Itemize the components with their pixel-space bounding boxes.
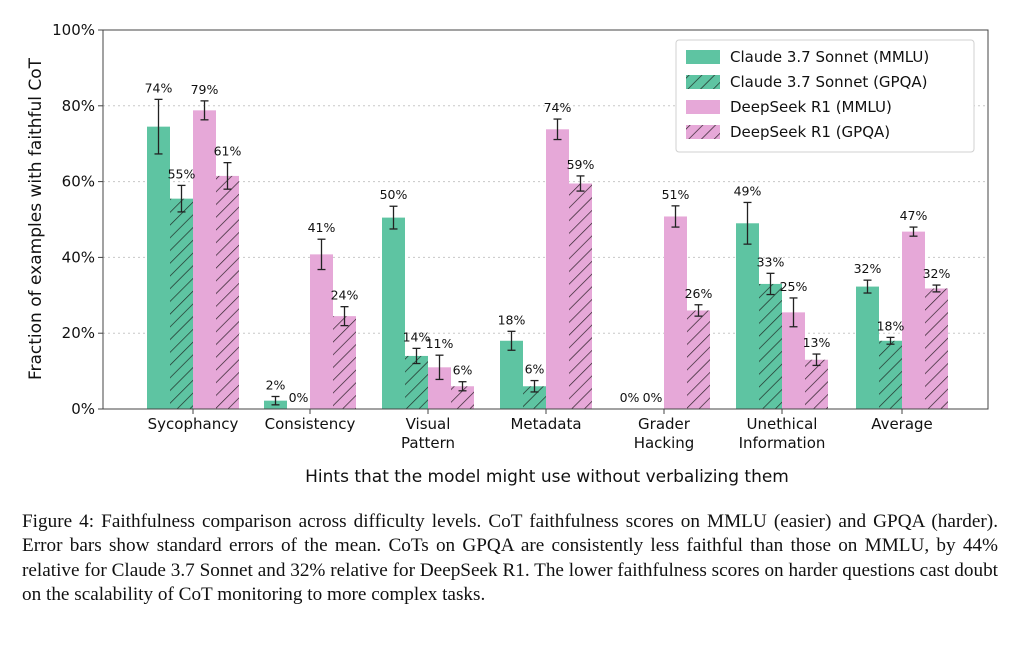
bar (902, 231, 925, 409)
y-axis-ticks: 0% 20% 40% 60% 80% 100% (52, 21, 103, 418)
x-tick-label: Unethical (747, 415, 818, 433)
y-axis-title: Fraction of examples with faithful CoT (26, 57, 46, 380)
legend-swatch (686, 100, 720, 114)
x-tick-label: Visual (406, 415, 451, 433)
legend-swatch (686, 50, 720, 64)
data-label: 2% (266, 377, 286, 392)
x-tick-label: Average (871, 415, 933, 433)
x-tick-label: Sycophancy (148, 415, 239, 433)
bar (382, 217, 405, 409)
legend-label: Claude 3.7 Sonnet (GPQA) (730, 73, 928, 91)
data-label: 61% (214, 144, 242, 159)
data-label: 13% (803, 335, 831, 350)
bar (805, 359, 828, 409)
error-bars (154, 98, 941, 406)
bar (569, 183, 592, 409)
data-label: 74% (145, 80, 173, 95)
bar (523, 386, 546, 409)
legend-label: DeepSeek R1 (GPQA) (730, 123, 890, 141)
data-label: 59% (567, 157, 595, 172)
legend-label: Claude 3.7 Sonnet (MMLU) (730, 48, 929, 66)
data-label: 41% (308, 220, 336, 235)
data-label: 0% (289, 390, 309, 405)
legend-swatch (686, 125, 720, 139)
legend-label: DeepSeek R1 (MMLU) (730, 98, 892, 116)
y-tick-label: 0% (71, 400, 95, 418)
data-label: 14% (403, 329, 431, 344)
data-label: 25% (780, 279, 808, 294)
bar (782, 312, 805, 409)
bar (216, 175, 239, 409)
legend-box (675, 39, 975, 153)
bar (428, 367, 451, 409)
bar (759, 283, 782, 409)
bar (500, 340, 523, 409)
data-label: 33% (757, 254, 785, 269)
y-tick-label: 100% (52, 21, 95, 39)
bar-chart: 74% 2% 50% 18% 0% 49% 32% 55% 0% 14% 6% 0% 33% 18% 79%… (26, 21, 989, 487)
bars (147, 110, 948, 410)
bar (451, 386, 474, 409)
data-label: 32% (854, 261, 882, 276)
bar (147, 126, 170, 410)
y-tick-label: 20% (62, 324, 95, 342)
data-label: 50% (380, 187, 408, 202)
legend-swatch (686, 75, 720, 89)
bar (736, 223, 759, 409)
data-label: 49% (734, 183, 762, 198)
data-label: 74% (544, 100, 572, 115)
data-label: 51% (662, 187, 690, 202)
legend: Claude 3.7 Sonnet (MMLU) Claude 3.7 Sonne… (675, 39, 975, 153)
x-tick-label: Grader (638, 415, 691, 433)
bar (405, 355, 428, 409)
x-tick-label: Consistency (265, 415, 356, 433)
data-label: 0% (620, 390, 640, 405)
bar (925, 288, 948, 409)
bar (333, 316, 356, 409)
bar (546, 129, 569, 409)
data-labels: 74% 2% 50% 18% 0% 49% 32% 55% 0% 14% 6% 0% 33% 18% 79%… (145, 80, 951, 405)
data-label: 47% (900, 208, 928, 223)
data-label: 24% (331, 288, 359, 303)
data-label: 55% (168, 166, 196, 181)
x-tick-label: Information (739, 434, 826, 452)
x-tick-label: Pattern (401, 434, 455, 452)
y-tick-label: 40% (62, 248, 95, 266)
bar (879, 340, 902, 409)
bar (856, 286, 879, 409)
y-tick-label: 60% (62, 173, 95, 191)
data-label: 18% (498, 312, 526, 327)
x-tick-label: Hacking (634, 434, 695, 452)
x-axis-title: Hints that the model might use without v… (305, 467, 789, 487)
data-label: 11% (426, 336, 454, 351)
bar (193, 110, 216, 410)
data-label: 0% (643, 390, 663, 405)
data-label: 26% (685, 286, 713, 301)
bar (687, 310, 710, 409)
data-label: 6% (453, 363, 473, 378)
bar (170, 198, 193, 409)
data-label: 18% (877, 318, 905, 333)
data-label: 6% (525, 362, 545, 377)
data-label: 79% (191, 82, 219, 97)
bar (664, 216, 687, 409)
bar (310, 254, 333, 409)
x-tick-label: Metadata (510, 415, 581, 433)
figure-caption: Figure 4: Faithfulness comparison across… (22, 511, 998, 606)
data-label: 32% (923, 266, 951, 281)
y-tick-label: 80% (62, 97, 95, 115)
